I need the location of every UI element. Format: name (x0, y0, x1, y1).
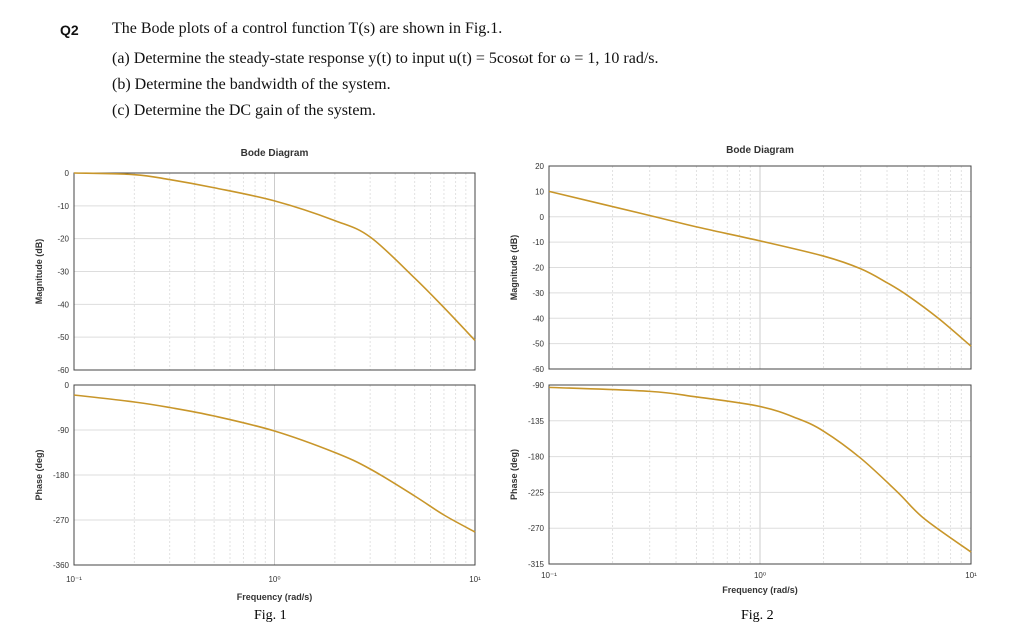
question-intro: The Bode plots of a control function T(s… (112, 20, 503, 37)
x-tick-label: 10⁻¹ (66, 575, 82, 584)
y-tick-label: -20 (57, 235, 69, 244)
y-tick-label: -180 (53, 471, 70, 480)
x-tick-label: 10¹ (965, 571, 977, 580)
y-tick-label: -50 (57, 333, 69, 342)
y-tick-label: -60 (532, 365, 544, 374)
magnitude-curve (73, 172, 476, 341)
y-tick-label: 0 (540, 213, 545, 222)
y-tick-label: 10 (535, 187, 544, 196)
phase-curve (548, 386, 972, 553)
y-tick-label: -270 (53, 516, 70, 525)
magnitude-ylabel: Magnitude (dB) (509, 235, 519, 301)
y-tick-label: -50 (532, 340, 544, 349)
x-tick-label: 10¹ (469, 575, 481, 584)
y-tick-label: -10 (57, 202, 69, 211)
magnitude-ylabel: Magnitude (dB) (34, 239, 44, 305)
chart-title: Bode Diagram (241, 148, 309, 159)
y-tick-label: -135 (528, 417, 545, 426)
y-tick-label: 20 (535, 162, 544, 171)
question-number: Q2 (60, 22, 79, 38)
phase-ylabel: Phase (deg) (34, 449, 44, 500)
phase-axes-box (548, 384, 972, 565)
fig2-caption: Fig. 2 (741, 608, 774, 623)
y-tick-label: -40 (57, 300, 69, 309)
question-part-b: (b) Determine the bandwidth of the syste… (112, 76, 391, 93)
y-tick-label: -30 (57, 268, 69, 277)
chart-title: Bode Diagram (726, 145, 794, 156)
y-tick-label: -225 (528, 488, 545, 497)
y-tick-label: -30 (532, 289, 544, 298)
phase-ylabel: Phase (deg) (509, 449, 519, 500)
y-tick-label: 0 (65, 381, 70, 390)
y-tick-label: -270 (528, 524, 545, 533)
y-tick-label: -10 (532, 238, 544, 247)
y-tick-label: -90 (532, 381, 544, 390)
magnitude-axes-box (73, 172, 476, 371)
y-tick-label: -60 (57, 366, 69, 375)
question-part-a: (a) Determine the steady-state response … (112, 50, 659, 67)
x-axis-label: Frequency (rad/s) (237, 592, 313, 602)
y-tick-label: -315 (528, 560, 545, 569)
y-tick-label: 0 (65, 169, 70, 178)
y-tick-label: -90 (57, 426, 69, 435)
y-tick-label: -180 (528, 453, 545, 462)
question-part-c: (c) Determine the DC gain of the system. (112, 102, 376, 119)
phase-axes-box (73, 384, 476, 566)
x-tick-label: 10⁻¹ (541, 571, 557, 580)
magnitude-axes-box (548, 165, 972, 370)
fig1-caption: Fig. 1 (254, 608, 287, 623)
y-tick-label: -360 (53, 561, 70, 570)
x-tick-label: 10⁰ (268, 575, 280, 584)
phase-curve (73, 394, 476, 533)
x-axis-label: Frequency (rad/s) (722, 585, 798, 595)
magnitude-curve (548, 190, 972, 347)
y-tick-label: -20 (532, 264, 544, 273)
y-tick-label: -40 (532, 314, 544, 323)
x-tick-label: 10⁰ (754, 571, 766, 580)
